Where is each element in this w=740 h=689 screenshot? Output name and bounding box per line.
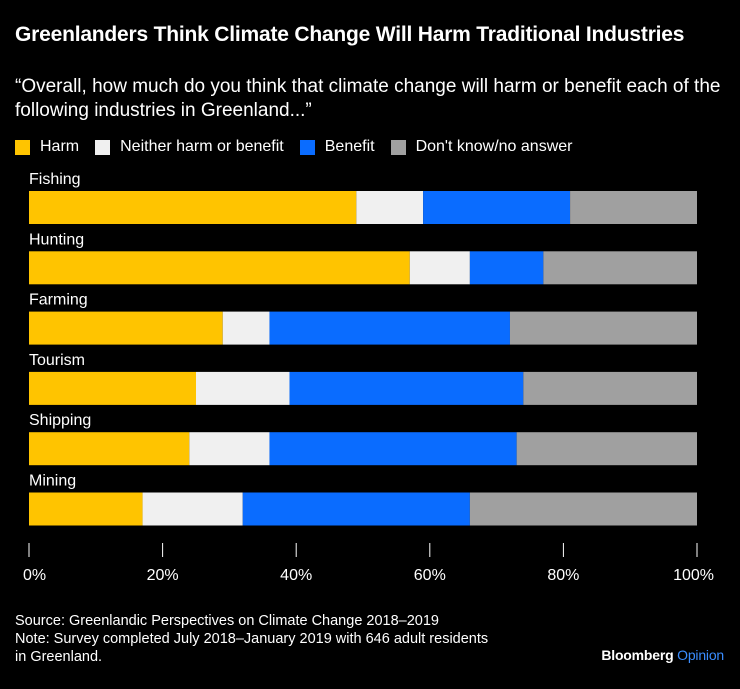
x-tick-label-40: 40% [280, 567, 312, 584]
legend-item-dontknow: Don't know/no answer [390, 138, 573, 156]
category-label-shipping: Shipping [29, 412, 91, 429]
category-label-fishing: Fishing [29, 171, 81, 188]
stacked-bar-chart: Fishing Hunting Farming Tourism Shipping Mini… [23, 171, 714, 584]
bar-farming-harm [29, 311, 223, 345]
bar-mining-dontknow [469, 492, 697, 526]
brand-logo: Bloomberg Opinion [601, 647, 724, 663]
bar-tourism-benefit [289, 371, 524, 405]
x-tick-label-60: 60% [414, 567, 446, 584]
bar-farming-dontknow [509, 311, 697, 345]
bar-mining-neither [142, 492, 243, 526]
brand-name: Bloomberg [601, 647, 674, 663]
x-tick-label-0: 0% [23, 567, 46, 584]
bar-shipping-dontknow [516, 432, 697, 466]
category-label-hunting: Hunting [29, 231, 84, 248]
bar-hunting-dontknow [543, 251, 697, 285]
x-tick-label-100: 100% [673, 567, 714, 584]
bar-shipping-neither [189, 432, 270, 466]
category-label-mining: Mining [29, 473, 76, 490]
source-note: Source: Greenlandic Perspectives on Clim… [15, 613, 439, 629]
legend-swatch-harm [15, 139, 30, 155]
legend-label-dontknow: Don't know/no answer [415, 138, 573, 155]
bar-mining-harm [29, 492, 143, 526]
legend-swatch-neither [95, 139, 111, 155]
bar-fishing-benefit [423, 191, 571, 224]
legend-swatch-dontknow [390, 139, 406, 155]
bar-hunting-neither [409, 251, 470, 285]
legend-label-benefit: Benefit [324, 138, 375, 155]
legend: Harm Neither harm or benefit Benefit Don… [15, 137, 588, 157]
bar-farming-neither [222, 311, 270, 345]
bar-fishing-harm [29, 191, 357, 224]
brand-suffix: Opinion [677, 647, 724, 663]
category-label-farming: Farming [29, 292, 88, 309]
bar-fishing-dontknow [570, 191, 697, 224]
chart-title: Greenlanders Think Climate Change Will H… [15, 23, 685, 46]
bar-farming-benefit [269, 311, 510, 345]
bar-shipping-benefit [269, 432, 517, 466]
chart-subtitle: “Overall, how much do you think that cli… [15, 76, 721, 121]
bar-tourism-neither [196, 371, 290, 405]
legend-item-benefit: Benefit [299, 138, 375, 156]
bar-mining-benefit [242, 492, 470, 526]
legend-swatch-benefit [299, 139, 315, 155]
survey-note-line2: in Greenland. [15, 649, 103, 665]
bar-fishing-neither [356, 191, 424, 224]
x-tick-label-80: 80% [547, 567, 579, 584]
bar-tourism-dontknow [523, 371, 697, 405]
legend-item-neither: Neither harm or benefit [95, 138, 284, 156]
x-tick-label-20: 20% [147, 567, 179, 584]
legend-label-neither: Neither harm or benefit [120, 138, 284, 155]
survey-note-line1: Note: Survey completed July 2018–January… [15, 631, 489, 647]
legend-label-harm: Harm [40, 138, 80, 155]
category-label-tourism: Tourism [29, 352, 85, 369]
bar-shipping-harm [29, 432, 190, 466]
bar-hunting-harm [29, 251, 410, 285]
bar-tourism-harm [29, 371, 196, 405]
chart-footer: Source: Greenlandic Perspectives on Clim… [15, 612, 575, 666]
bar-hunting-benefit [469, 251, 544, 285]
legend-item-harm: Harm [15, 138, 79, 156]
